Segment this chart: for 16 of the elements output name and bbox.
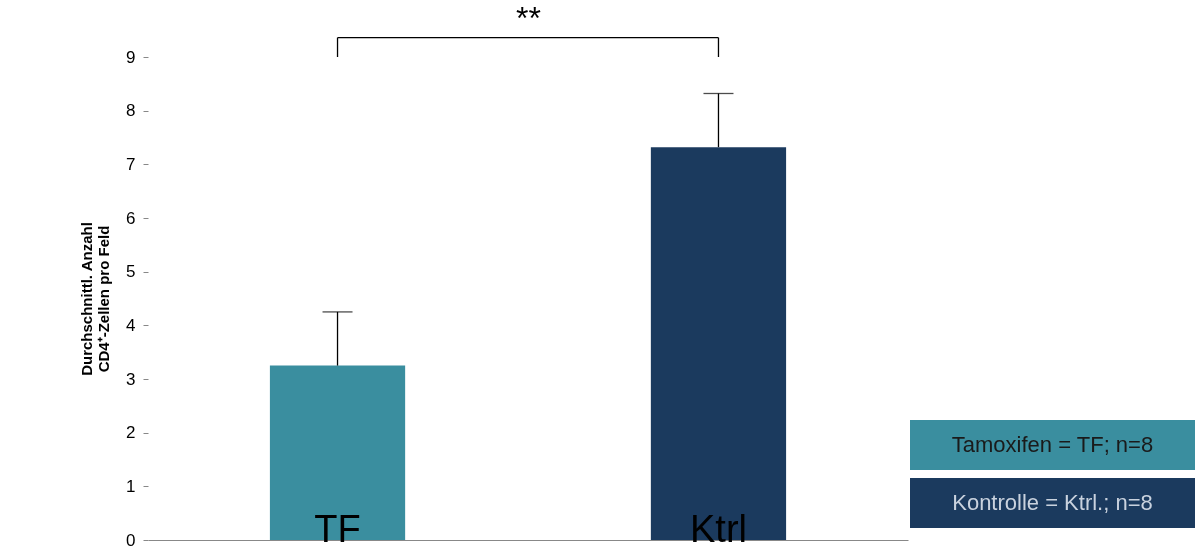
y-tick-label: 7 xyxy=(126,154,136,174)
y-tick-label: 1 xyxy=(126,476,136,496)
y-axis-title: Durchschnittl. Anzahl CD4⁺-Zellen pro Feld xyxy=(78,222,113,376)
text: Tamoxifen = TF; n=8 xyxy=(910,420,1195,470)
x-tick-label: Ktrl xyxy=(689,508,747,550)
text: Kontrolle = Ktrl.; n=8 xyxy=(910,478,1195,528)
y-tick-label: 4 xyxy=(126,315,136,335)
y-tick-label: 5 xyxy=(126,262,136,282)
text: ** xyxy=(516,0,541,36)
x-tick-label: TF xyxy=(314,508,361,550)
y-tick-label: 9 xyxy=(126,47,136,67)
y-tick-label: 3 xyxy=(126,369,136,389)
y-tick-label: 8 xyxy=(126,101,136,121)
y-tick-label: 0 xyxy=(126,530,136,550)
y-tick-label: 6 xyxy=(126,208,136,228)
y-tick-label: 2 xyxy=(126,423,136,443)
